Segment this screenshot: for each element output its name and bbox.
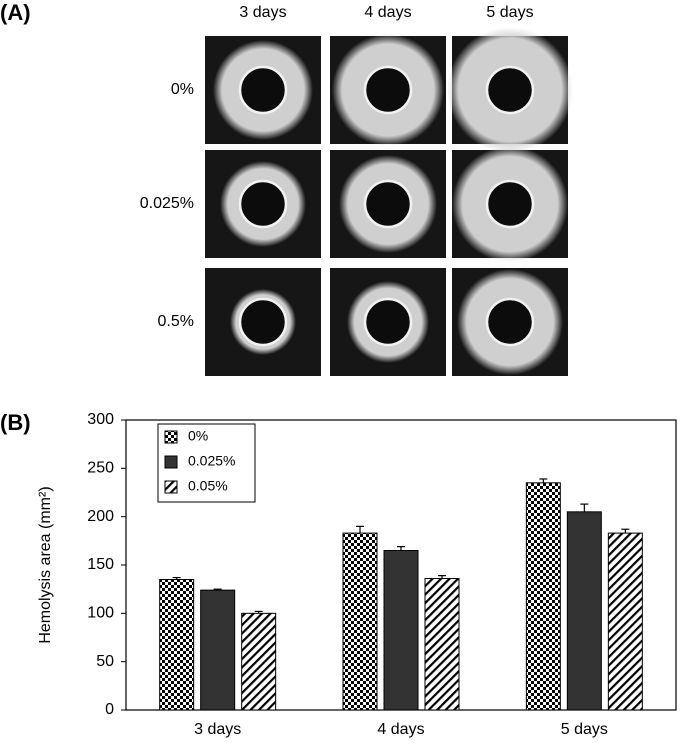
column-header: 4 days: [364, 4, 411, 21]
well: [238, 65, 288, 115]
well: [363, 297, 413, 347]
plate-image: [330, 150, 446, 258]
bar: [607, 532, 643, 711]
error-bar: [213, 588, 222, 591]
y-tick-label: 0: [105, 701, 114, 718]
plate-image: [330, 268, 446, 376]
bar: [424, 578, 460, 711]
error-bar: [397, 546, 405, 551]
bar: [383, 550, 419, 711]
bar: [241, 612, 277, 711]
bar: [342, 532, 378, 711]
y-tick-label: 200: [87, 508, 114, 525]
plate-image: [447, 27, 573, 153]
bar: [566, 511, 602, 711]
error-bar: [580, 503, 589, 512]
well: [363, 65, 413, 115]
legend-label: 0.025%: [188, 453, 235, 469]
y-tick-label: 250: [87, 460, 114, 477]
legend-swatch: [164, 430, 178, 444]
column-header: 5 days: [486, 4, 533, 21]
x-tick-label: 3 days: [194, 721, 241, 738]
error-bar: [254, 610, 263, 614]
plate-image: [452, 146, 568, 262]
row-label: 0.025%: [140, 195, 194, 212]
error-bar: [356, 525, 364, 534]
y-axis-label: Hemolysis area (mm²): [37, 486, 54, 643]
bar: [159, 579, 195, 711]
y-tick-label: 150: [87, 556, 114, 573]
legend-label: 0%: [188, 428, 208, 444]
x-tick-label: 5 days: [561, 721, 608, 738]
plate-image: [205, 150, 321, 258]
well: [485, 297, 535, 347]
column-header: 3 days: [239, 4, 286, 21]
well: [238, 179, 288, 229]
row-label: 0%: [171, 81, 194, 98]
well: [363, 179, 413, 229]
plate-image: [205, 36, 321, 144]
y-tick-label: 50: [96, 653, 114, 670]
bar: [200, 589, 236, 711]
well: [485, 65, 535, 115]
bar: [525, 482, 561, 711]
error-bar: [172, 576, 181, 580]
well: [485, 179, 535, 229]
y-tick-label: 100: [87, 605, 114, 622]
panel-label: (A): [0, 0, 31, 25]
legend-swatch: [164, 480, 178, 494]
plate-image: [205, 268, 321, 376]
panel-label: (B): [0, 410, 31, 435]
error-bar: [539, 478, 548, 483]
error-bar: [438, 575, 446, 579]
plate-image: [452, 268, 568, 376]
row-label: 0.5%: [158, 313, 194, 330]
legend-label: 0.05%: [188, 478, 228, 494]
error-bar: [621, 528, 630, 534]
well: [238, 297, 288, 347]
y-tick-label: 300: [87, 411, 114, 428]
legend-swatch: [164, 455, 178, 469]
plate-image: [330, 34, 446, 146]
x-tick-label: 4 days: [377, 721, 424, 738]
